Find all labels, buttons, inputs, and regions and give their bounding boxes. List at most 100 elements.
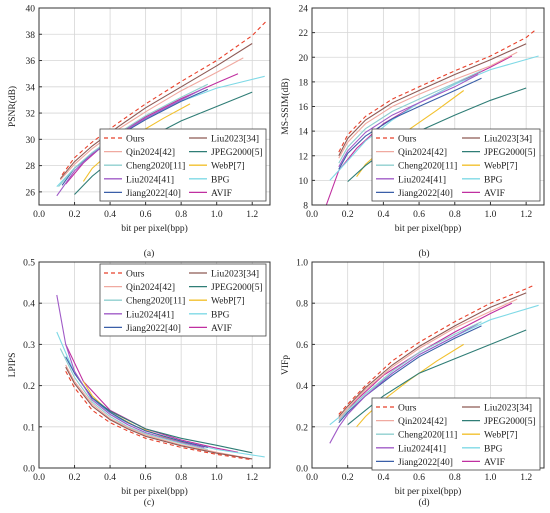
y-tick-label: 10	[299, 177, 309, 187]
legend-label: Cheng2020[11]	[126, 297, 185, 307]
legend-label: Liu2023[34]	[484, 404, 532, 414]
legend-label: Qin2024[42]	[398, 417, 447, 427]
x-tick-label: 0.2	[69, 473, 81, 483]
legend-label: Liu2023[34]	[211, 270, 259, 280]
y-tick-label: 24	[299, 5, 309, 15]
series-line-qin2024-42	[338, 298, 518, 419]
x-tick-label: 0.6	[140, 473, 152, 483]
y-tick-label: 18	[299, 78, 309, 88]
chart-a: 0.0 0.2 0.4 0.6 0.8 1.0 1.2 26 28 30 32 34 36 38 40 bit…	[7, 5, 271, 259]
y-tick-label: 0.0	[23, 465, 35, 475]
panel-label: (b)	[418, 248, 429, 259]
series-line-qin2024-42	[59, 57, 244, 181]
y-axis-label: LPIPS	[8, 353, 18, 378]
chart-d: 0.0 0.2 0.4 0.6 0.8 1.0 1.2 0.0 0.2 0.4 0.6 0.8 1.0 b…	[281, 259, 545, 508]
legend-box	[99, 128, 267, 202]
legend-label: BPG	[211, 310, 230, 320]
legend-box	[371, 397, 541, 471]
series-line-jiang2022-40	[338, 325, 482, 424]
x-axis-label: bit per pixel(bpp)	[395, 223, 461, 234]
legend-label: Liu2024[41]	[398, 175, 446, 185]
x-tick-label: 0.2	[69, 210, 81, 220]
y-tick-label: 16	[299, 103, 309, 113]
series-line-cheng2020-11	[338, 70, 482, 164]
legend: Ours Liu2023[34] Qin2024[42] JPEG2000[5] Che…	[371, 397, 541, 471]
series-line-cheng2020-11	[59, 348, 208, 451]
x-axis-label: bit per pixel(bpp)	[121, 486, 187, 497]
x-tick-label: 0.4	[104, 210, 116, 220]
series-line-liu2023-34	[59, 43, 253, 180]
y-tick-label: 0.2	[296, 423, 308, 433]
x-axis-label: bit per pixel(bpp)	[395, 486, 461, 497]
series-line-liu2023-34	[338, 43, 527, 157]
x-tick-label: 1.0	[485, 473, 497, 483]
x-tick-label: 1.2	[246, 473, 258, 483]
legend-label: Liu2024[41]	[126, 175, 174, 185]
legend-label: WebP[7]	[484, 431, 518, 441]
axes-frame	[38, 261, 271, 469]
chart-c: 0.0 0.2 0.4 0.6 0.8 1.0 1.2 0.0 0.1 0.2 0.3 0.4 0.5 b…	[8, 259, 271, 508]
y-tick-label: 36	[26, 57, 36, 67]
legend-label: Cheng2020[11]	[398, 162, 457, 172]
legend-label: BPG	[484, 175, 503, 185]
legend-label: WebP[7]	[211, 162, 245, 172]
y-tick-label: 0.3	[23, 341, 35, 351]
x-tick-label: 0.8	[449, 473, 461, 483]
series-line-liu2024-41	[56, 294, 205, 448]
x-tick-label: 1.2	[246, 210, 258, 220]
legend-label: Ours	[398, 135, 417, 145]
legend-box	[99, 263, 267, 337]
x-tick-label: 0.8	[175, 210, 187, 220]
y-tick-label: 12	[299, 152, 309, 162]
series-group	[56, 294, 265, 461]
series-line-liu2023-34	[338, 292, 527, 417]
legend-label: Cheng2020[11]	[398, 431, 457, 441]
x-tick-label: 0.6	[413, 473, 425, 483]
y-tick-label: 32	[26, 110, 36, 120]
panel-label: (c)	[144, 497, 155, 508]
y-tick-label: 8	[303, 202, 308, 212]
legend-label: AVIF	[484, 458, 505, 468]
y-tick-label: 20	[299, 54, 309, 64]
x-tick-label: 0.0	[33, 210, 45, 220]
y-tick-label: 14	[299, 128, 309, 138]
x-tick-label: 0.0	[306, 473, 318, 483]
legend-label: BPG	[211, 175, 230, 185]
legend-label: JPEG2000[5]	[484, 148, 536, 158]
x-tick-label: 1.0	[485, 210, 497, 220]
series-line-liu2023-34	[65, 366, 253, 460]
series-line-jpeg2000-5	[347, 329, 527, 426]
legend-label: JPEG2000[5]	[211, 148, 263, 158]
y-tick-label: 22	[299, 29, 309, 39]
legend-label: Liu2023[34]	[484, 135, 532, 145]
x-tick-label: 0.2	[342, 210, 354, 220]
legend-label: Jiang2022[40]	[398, 458, 453, 468]
y-tick-label: 0.8	[296, 300, 308, 310]
chart-b: 0.0 0.2 0.4 0.6 0.8 1.0 1.2 8 10 12 14 16 18 20 22 24 bi…	[280, 5, 545, 259]
series-line-ours	[338, 29, 536, 153]
legend-label: WebP[7]	[484, 162, 518, 172]
legend-label: AVIF	[211, 324, 232, 334]
x-tick-label: 0.0	[306, 210, 318, 220]
y-tick-label: 34	[26, 83, 36, 93]
series-line-liu2024-41	[329, 323, 479, 444]
series-line-qin2024-42	[338, 51, 518, 159]
x-tick-label: 1.2	[520, 473, 532, 483]
y-tick-label: 1.0	[296, 259, 308, 269]
y-tick-label: 0.0	[296, 465, 308, 475]
series-line-ours	[65, 370, 253, 461]
legend-label: Ours	[126, 135, 145, 145]
legend-label: AVIF	[484, 189, 505, 199]
x-tick-label: 0.0	[33, 473, 45, 483]
legend-label: Qin2024[42]	[398, 148, 447, 158]
legend: Ours Liu2023[34] Qin2024[42] JPEG2000[5] Che…	[99, 263, 267, 337]
legend-label: Liu2024[41]	[398, 444, 446, 454]
legend-label: Jiang2022[40]	[398, 189, 453, 199]
x-tick-label: 0.8	[449, 210, 461, 220]
legend-label: Ours	[126, 270, 145, 280]
y-tick-label: 0.4	[23, 300, 35, 310]
y-tick-label: 0.6	[296, 341, 308, 351]
series-line-jiang2022-40	[65, 356, 208, 448]
x-tick-label: 0.2	[342, 473, 354, 483]
